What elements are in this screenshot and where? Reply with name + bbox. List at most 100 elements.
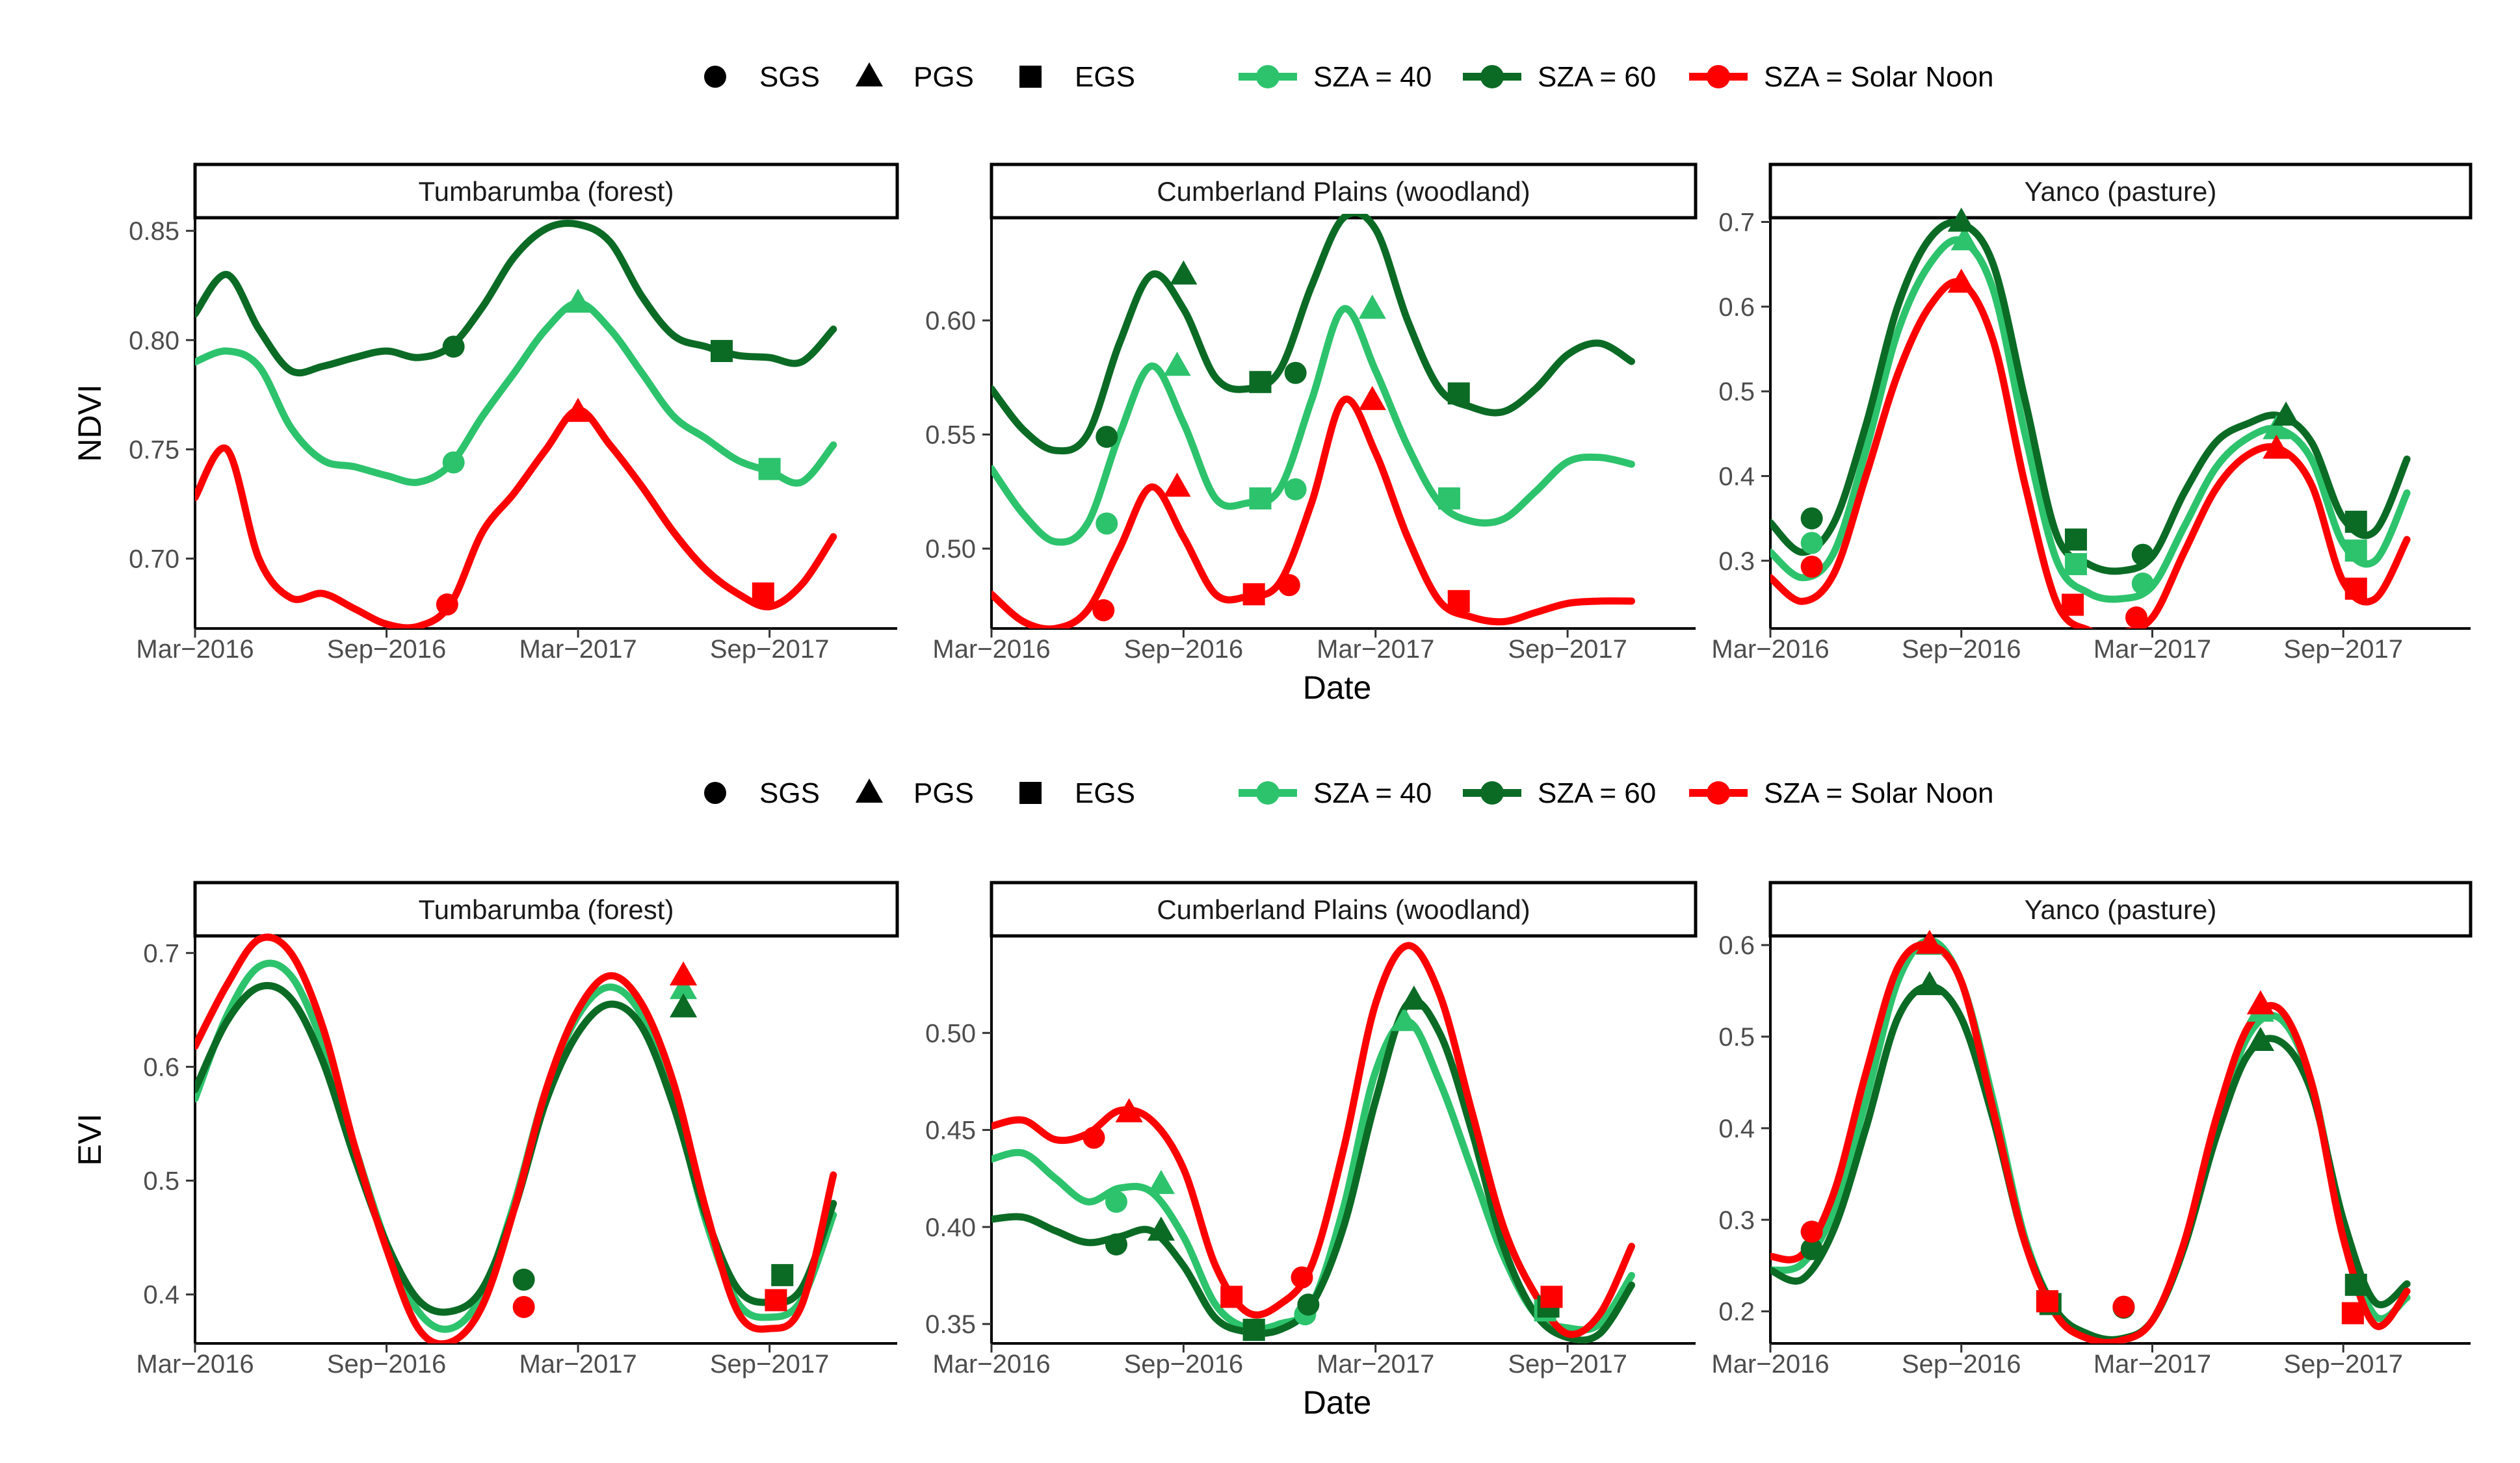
series-line: [1770, 983, 2411, 1343]
facet-panel: Cumberland Plains (woodland) 0.50 0.55 0.60…: [925, 162, 1698, 664]
y-tick-label: 0.35: [925, 1310, 976, 1339]
phenology-marker-triangle: [1163, 352, 1191, 376]
series-line: [991, 942, 1635, 1338]
x-tick-label: Mar−2017: [519, 1350, 637, 1379]
phenology-marker-triangle: [1947, 268, 1975, 293]
y-tick-label: 0.50: [925, 1019, 976, 1048]
phenology-marker-triangle: [1390, 1007, 1419, 1031]
series-lines: [195, 933, 837, 1343]
phenology-marker-square: [1242, 583, 1265, 606]
facet-title: Yanco (pasture): [2025, 894, 2217, 925]
series-line: [1770, 940, 2411, 1343]
series-line: [195, 220, 837, 377]
y-tick-label: 0.7: [1718, 209, 1755, 237]
phenology-marker-circle: [1284, 361, 1307, 384]
legend-egs-marker: [1019, 782, 1042, 804]
legend-sgs-label: SGS: [759, 777, 820, 809]
phenology-marker-circle: [2131, 572, 2154, 595]
phenology-marker-circle: [1083, 1126, 1105, 1149]
legend-sgs-marker: [704, 782, 726, 804]
y-tick-label: 0.80: [129, 326, 179, 355]
legend-line-dot: [1707, 781, 1730, 805]
phenology-marker-square: [1540, 1286, 1563, 1308]
y-tick-label: 0.70: [129, 545, 179, 573]
legend-line-label: SZA = 40: [1313, 777, 1432, 809]
series-lines: [991, 214, 1635, 628]
y-tick-label: 0.4: [1718, 462, 1755, 491]
phenology-marker-circle: [1092, 599, 1115, 621]
y-tick-label: 0.6: [143, 1053, 179, 1081]
legend-egs-marker: [1019, 66, 1042, 88]
phenology-marker-square: [1220, 1286, 1243, 1308]
evi-row: EVI Date Tumbarumba (forest) 0.4 0.5 0.6 0.7 Ma…: [72, 881, 2473, 1421]
x-tick-label: Sep−2016: [1124, 1350, 1244, 1379]
phenology-marker-square: [1447, 382, 1470, 405]
legend-line-label: SZA = Solar Noon: [1764, 777, 1993, 809]
y-tick-label: 0.6: [1718, 293, 1755, 322]
x-tick-label: Mar−2017: [1317, 1350, 1434, 1379]
facet-strip: [1768, 162, 2473, 220]
phenology-marker-square: [1249, 370, 1272, 393]
legend-line-label: SZA = Solar Noon: [1764, 61, 1993, 93]
phenology-marker-square: [2341, 1302, 2364, 1325]
phenology-marker-square: [2064, 528, 2087, 551]
x-tick-label: Sep−2016: [327, 1350, 447, 1379]
y-tick-label: 0.7: [143, 939, 179, 968]
series-line: [1770, 937, 2411, 1343]
phenology-marker-square: [752, 582, 774, 605]
phenology-marker-circle: [1284, 478, 1307, 500]
x-tick-label: Sep−2016: [1124, 635, 1244, 664]
legend: SGS PGS EGS SZA = 40 SZA = 60 SZA = Solar Noo…: [704, 777, 1993, 809]
x-tick-label: Mar−2016: [932, 1350, 1050, 1379]
phenology-marker-circle: [1800, 555, 1823, 578]
series-line: [991, 214, 1635, 455]
x-tick-label: Mar−2017: [2093, 1350, 2211, 1379]
x-tick-label: Mar−2017: [519, 635, 637, 664]
y-tick-label: 0.3: [1718, 1206, 1755, 1235]
y-tick-label: 0.45: [925, 1117, 976, 1145]
x-tick-label: Sep−2016: [1902, 635, 2021, 664]
x-tick-label: Sep−2017: [2283, 1350, 2403, 1379]
x-tick-label: Mar−2017: [1317, 635, 1434, 664]
phenology-marker-square: [2344, 510, 2367, 533]
phenology-marker-triangle: [2246, 990, 2274, 1015]
legend-sgs-marker: [704, 66, 726, 88]
facet-title: Cumberland Plains (woodland): [1157, 894, 1530, 925]
phenology-marker-square: [2344, 539, 2367, 562]
phenology-marker-circle: [1096, 426, 1118, 448]
phenology-marker-circle: [2112, 1295, 2135, 1318]
phenology-marker-square: [765, 1289, 787, 1312]
x-tick-label: Mar−2016: [1711, 1350, 1829, 1379]
phenology-marker-triangle: [564, 288, 592, 313]
phenology-marker-triangle: [1170, 260, 1198, 285]
phenology-marker-square: [1249, 487, 1272, 510]
phenology-marker-square: [1437, 487, 1460, 510]
x-tick-label: Mar−2016: [1711, 635, 1829, 664]
phenology-marker-circle: [1297, 1293, 1320, 1316]
phenology-marker-triangle: [670, 961, 698, 986]
facet-panel: Tumbarumba (forest) 0.70 0.75 0.80 0.85 Mar−2…: [129, 162, 899, 664]
phenology-marker-triangle: [1147, 1170, 1175, 1195]
phenology-marker-circle: [512, 1268, 535, 1291]
phenology-marker-circle: [1278, 574, 1300, 597]
series-line: [991, 305, 1635, 546]
y-tick-label: 0.5: [143, 1167, 179, 1196]
legend-line-dot: [1480, 65, 1504, 88]
phenology-marker-triangle: [1147, 1216, 1175, 1241]
legend-line-label: SZA = 40: [1313, 61, 1432, 93]
x-tick-label: Sep−2016: [1902, 1350, 2021, 1379]
x-tick-label: Sep−2016: [327, 635, 447, 664]
phenology-marker-triangle: [670, 993, 698, 1018]
y-tick-label: 0.4: [143, 1281, 179, 1310]
x-axis-label: Date: [1303, 1384, 1372, 1421]
phenology-marker-triangle: [1950, 226, 1978, 251]
legend-pgs-marker: [855, 778, 884, 803]
y-axis-label: EVI: [72, 1113, 108, 1166]
facet-title: Tumbarumba (forest): [419, 894, 674, 925]
series-line: [195, 933, 837, 1343]
series-line: [991, 1017, 1635, 1334]
facet-title: Cumberland Plains (woodland): [1157, 176, 1530, 207]
phenology-marker-square: [2036, 1290, 2058, 1313]
series-lines: [1770, 218, 2411, 628]
